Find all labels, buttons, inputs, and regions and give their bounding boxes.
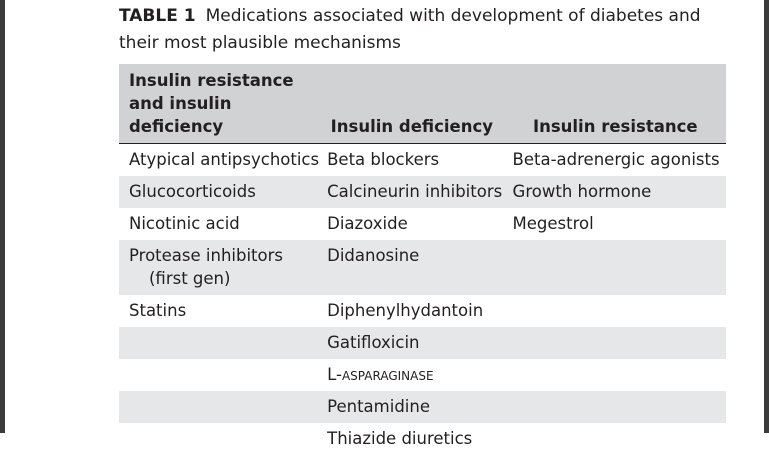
table-caption: TABLE 1 Medications associated with devel… (119, 3, 739, 57)
table-cell: L-asparaginase (327, 365, 434, 384)
table-cell (119, 359, 319, 391)
table-cell: Calcineurin inhibitors (319, 176, 505, 208)
table-cell: Atypical antipsychotics (129, 150, 320, 169)
table-row: Glucocorticoids Calcineurin inhibitors G… (119, 176, 726, 208)
table-row: Thiazide diuretics (119, 423, 726, 455)
table-cell: Beta blockers (327, 150, 440, 169)
table-cell (504, 391, 726, 423)
table-cell-text: Protease inhibitors (129, 246, 283, 265)
table-cell (119, 423, 319, 455)
table-caption-text: Medications associated with development … (119, 6, 701, 53)
header-insulin-resistance-and-deficiency: Insulin resistance and insulin deficienc… (119, 64, 320, 144)
left-margin-bar (0, 0, 5, 433)
table-cell: Megestrol (512, 214, 594, 233)
table-cell: Glucocorticoids (119, 176, 320, 208)
table-cell-continuation: (first gen) (149, 269, 231, 288)
table-cell: Diphenylhydantoin (327, 301, 484, 320)
table-cell (505, 423, 726, 455)
header-insulin-deficiency: Insulin deficiency (319, 64, 505, 144)
table-cell: Statins (129, 301, 187, 320)
table-cell: Pentamidine (319, 391, 505, 423)
right-margin-bar (764, 0, 769, 433)
table-cell (505, 359, 726, 391)
table-row: Pentamidine (119, 391, 726, 423)
table-label: TABLE 1 (119, 6, 196, 26)
header-insulin-resistance: Insulin resistance (504, 64, 726, 144)
table-cell: Diazoxide (327, 214, 408, 233)
table-row: Protease inhibitors (first gen) Didanosi… (119, 240, 726, 295)
table-row: L-asparaginase (119, 359, 726, 391)
table-cell (504, 240, 726, 295)
table-cell: Beta-adrenergic agonists (512, 150, 720, 169)
table-cell (505, 295, 726, 327)
table-header-row: Insulin resistance and insulin deficienc… (119, 64, 726, 144)
table-cell: Protease inhibitors (first gen) (119, 240, 320, 295)
table-row: Nicotinic acid Diazoxide Megestrol (119, 208, 726, 240)
table-cell: Gatifloxicin (319, 327, 505, 359)
table-row: Atypical antipsychotics Beta blockers Be… (119, 144, 726, 177)
table-row: Statins Diphenylhydantoin (119, 295, 726, 327)
medications-table: Insulin resistance and insulin deficienc… (119, 64, 726, 455)
table-cell: Thiazide diuretics (327, 429, 473, 448)
table-row: Gatifloxicin (119, 327, 726, 359)
table-cell: Growth hormone (504, 176, 726, 208)
table-cell (119, 327, 320, 359)
table-cell (119, 391, 320, 423)
table-cell (504, 327, 726, 359)
table-cell: Didanosine (319, 240, 505, 295)
table-cell: Nicotinic acid (129, 214, 240, 233)
